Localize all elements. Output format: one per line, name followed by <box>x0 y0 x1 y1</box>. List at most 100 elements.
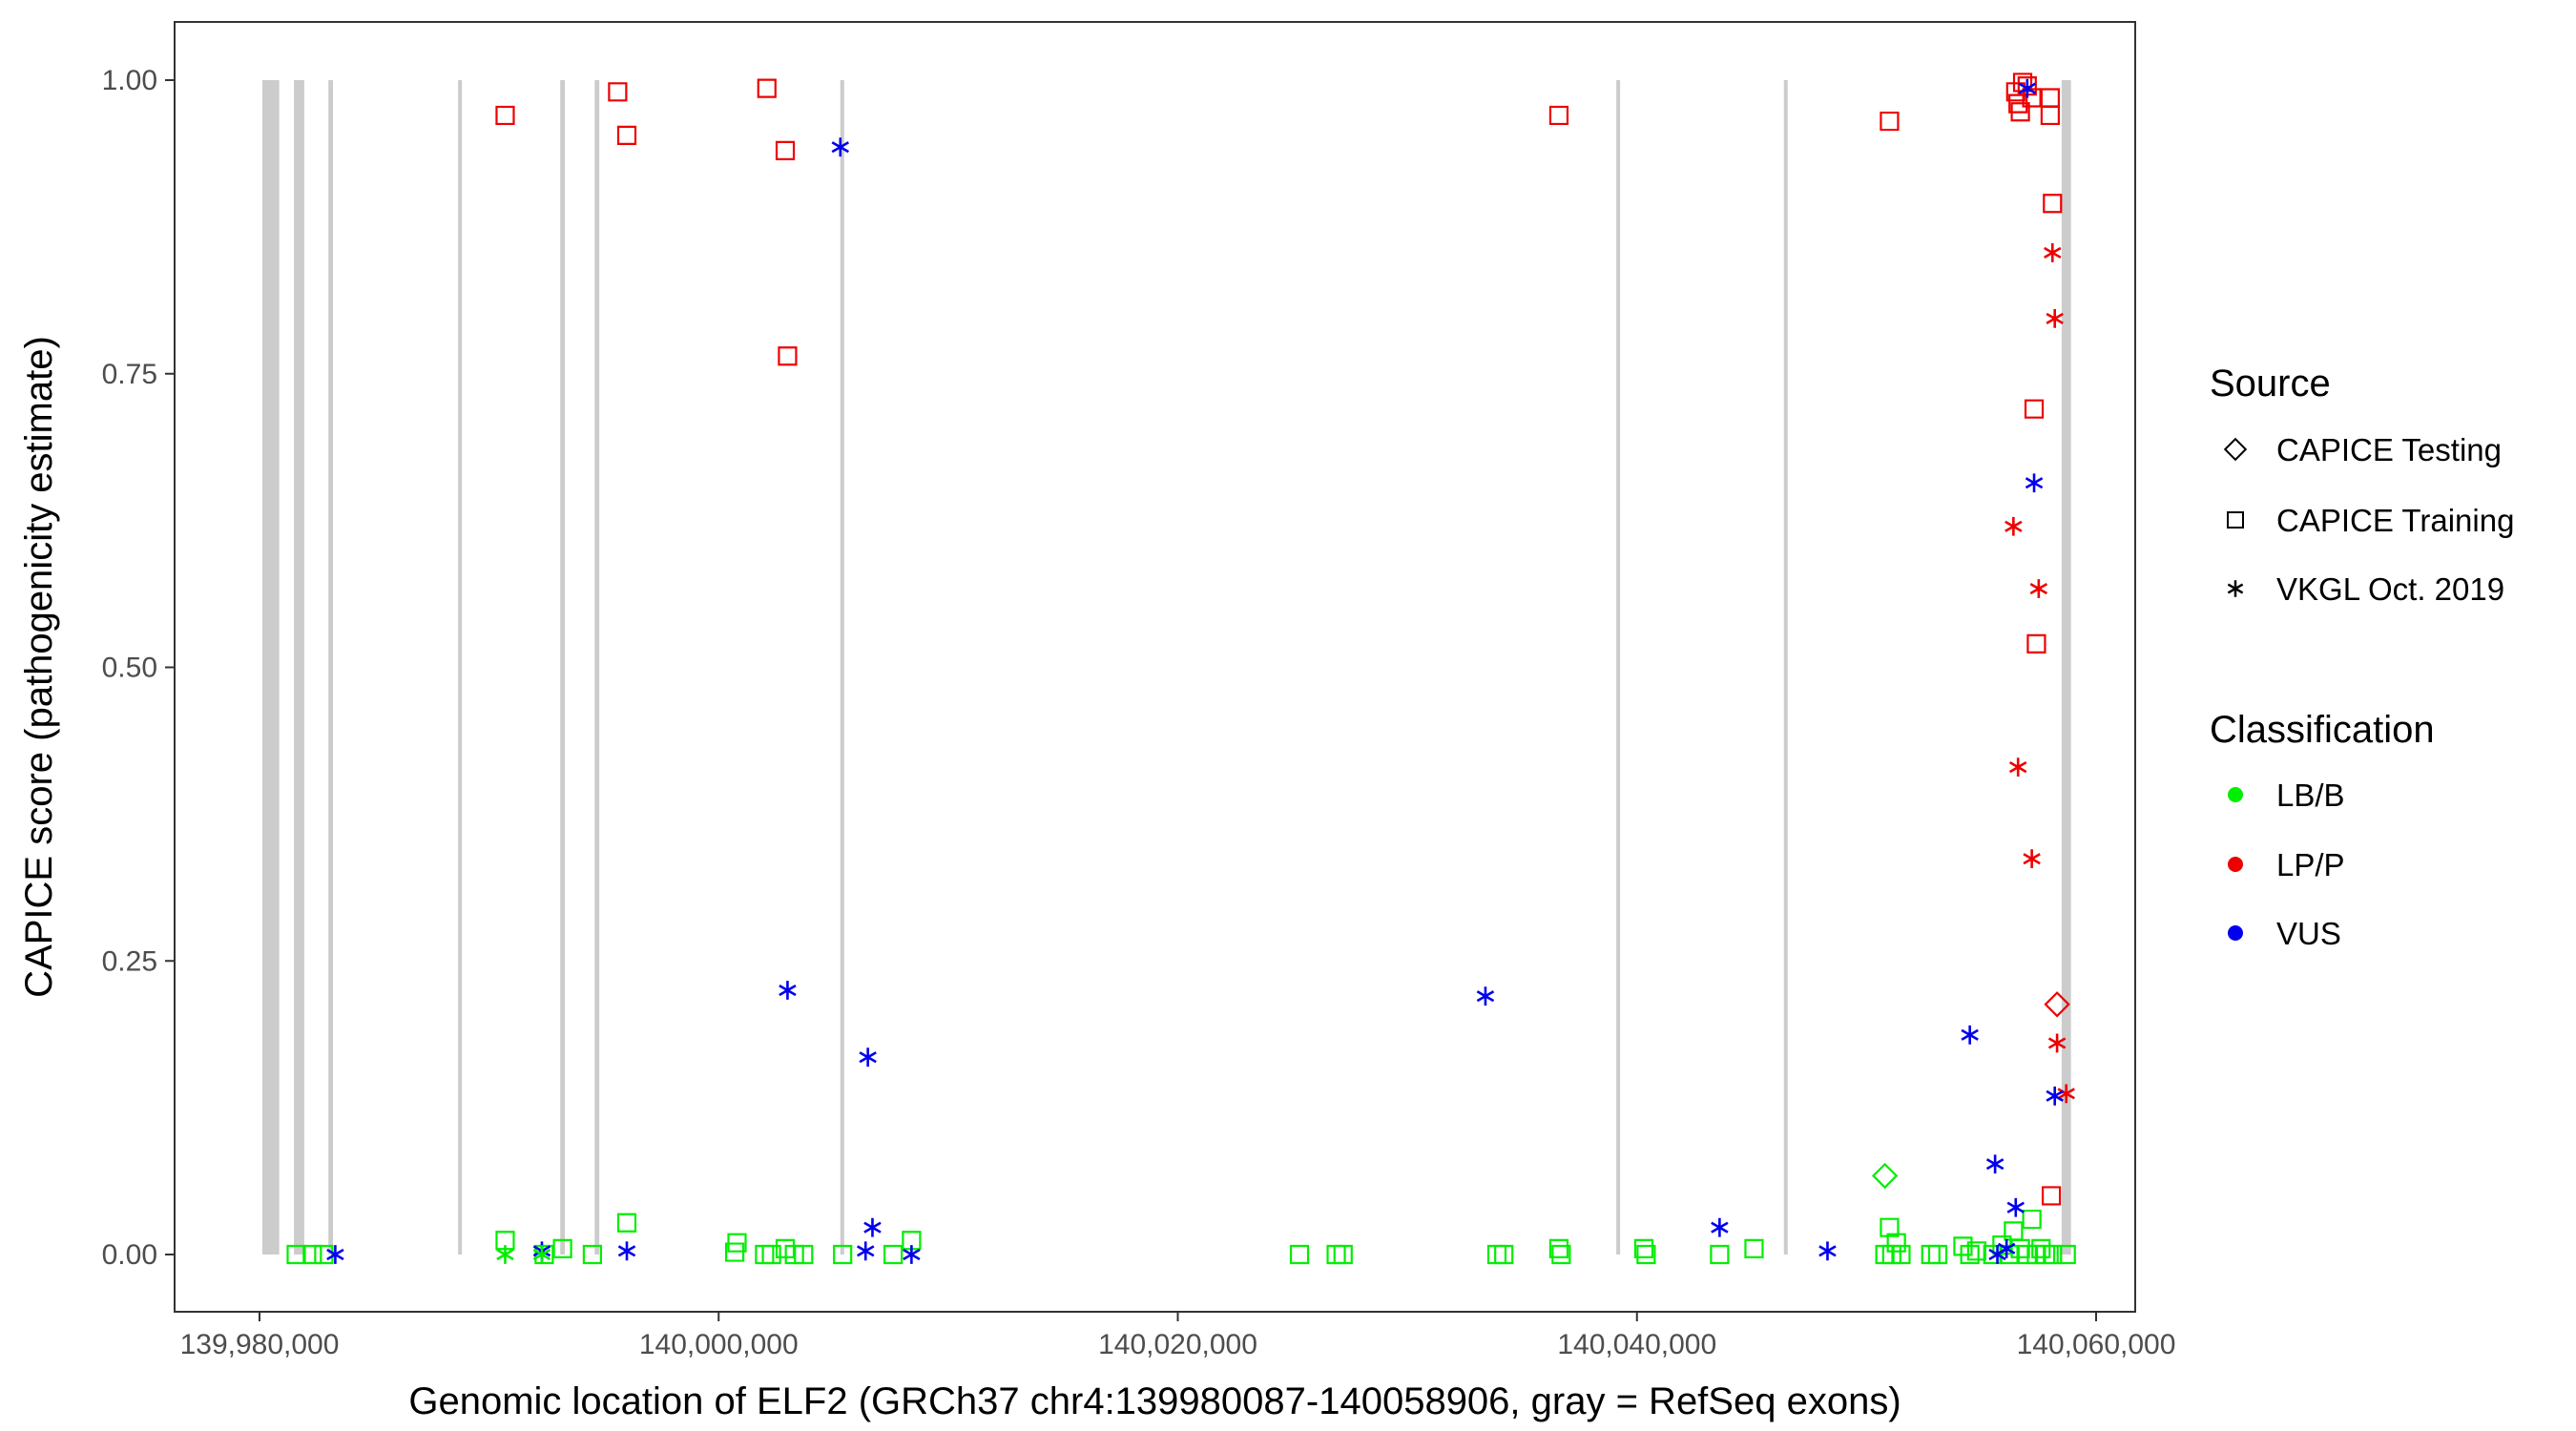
legend: Source CAPICE Testing CAPICE Training VK… <box>2210 363 2514 951</box>
exon-band <box>458 80 463 1255</box>
training-point <box>1289 1244 1310 1265</box>
y-axis-title: CAPICE score (pathogenicity estimate) <box>18 336 60 998</box>
vkgl-point <box>496 1245 514 1264</box>
legend-entry-capice-testing: CAPICE Testing <box>2223 432 2502 467</box>
vkgl-point <box>1476 986 1495 1006</box>
legend-label-lbb: LB/B <box>2276 778 2345 813</box>
exon-band <box>261 80 280 1255</box>
vkgl-point <box>779 981 797 1000</box>
training-point <box>1966 1241 1986 1261</box>
training-point <box>2024 399 2045 419</box>
training-point <box>761 1244 781 1265</box>
vkgl-point <box>903 1245 921 1264</box>
diamond-icon <box>2223 437 2248 462</box>
y-tick-label: 1.00 <box>102 65 157 96</box>
training-point <box>1486 1244 1507 1265</box>
training-point <box>2010 1238 2030 1258</box>
plot-panel-border <box>174 21 2136 1313</box>
training-point <box>608 82 628 102</box>
exon-band <box>294 80 304 1255</box>
exon-band <box>560 80 566 1255</box>
legend-entry-vkgl: VKGL Oct. 2019 <box>2227 571 2504 607</box>
y-tick-label: 0.50 <box>102 653 157 684</box>
legend-classification-title: Classification <box>2210 709 2435 751</box>
training-point <box>1636 1244 1656 1265</box>
vkgl-point <box>1711 1217 1729 1237</box>
vkgl-point <box>2046 1086 2064 1106</box>
vkgl-point <box>617 1241 636 1261</box>
legend-entry-lpp: LP/P <box>2228 847 2345 882</box>
training-point <box>794 1244 814 1265</box>
legend-label-lpp: LP/P <box>2276 847 2345 882</box>
training-point <box>1744 1238 1764 1258</box>
training-point <box>314 1244 334 1265</box>
vkgl-point <box>859 1047 877 1068</box>
exon-bands <box>261 80 2071 1255</box>
training-point <box>495 1231 515 1251</box>
legend-entry-lbb: LB/B <box>2228 778 2345 813</box>
training-point <box>1710 1244 1730 1265</box>
blue-dot-icon <box>2228 925 2243 941</box>
vkgl-point <box>863 1217 882 1237</box>
training-point <box>1548 105 1569 126</box>
vkgl-point <box>857 1241 875 1261</box>
training-point <box>2043 194 2063 214</box>
vkgl-point <box>2005 516 2023 536</box>
training-point <box>2031 1238 2051 1258</box>
training-point <box>2040 88 2060 108</box>
x-axis-title: Genomic location of ELF2 (GRCh37 chr4:13… <box>408 1380 1901 1422</box>
x-tick-label: 139,980,000 <box>180 1329 340 1360</box>
y-axis: 0.00 0.25 0.50 0.75 1.00 <box>102 65 175 1271</box>
training-point <box>495 105 515 126</box>
vkgl-point <box>2008 757 2027 778</box>
legend-entry-capice-training: CAPICE Training <box>2227 503 2514 538</box>
vkgl-point <box>1818 1241 1837 1261</box>
exon-band <box>1616 80 1621 1255</box>
vkgl-point <box>2023 849 2041 869</box>
training-point <box>727 1233 747 1253</box>
legend-entry-vus: VUS <box>2228 916 2341 951</box>
y-tick-label: 0.00 <box>102 1239 157 1271</box>
exon-band <box>2061 80 2071 1255</box>
training-point <box>1891 1244 1911 1265</box>
training-point <box>616 125 637 145</box>
training-point <box>1921 1244 1941 1265</box>
training-point <box>775 140 796 160</box>
legend-label-vus: VUS <box>2276 916 2341 951</box>
training-point <box>302 1244 322 1265</box>
training-point <box>1927 1244 1948 1265</box>
training-point <box>552 1238 572 1258</box>
legend-label-capice-testing: CAPICE Testing <box>2276 432 2502 467</box>
vkgl-point <box>2044 243 2062 262</box>
training-point <box>775 1238 796 1258</box>
training-point <box>2022 88 2042 108</box>
red-dot-icon <box>2228 857 2243 872</box>
vkgl-point <box>2018 78 2037 98</box>
training-point <box>1875 1244 1895 1265</box>
training-point <box>582 1244 603 1265</box>
vkgl-point <box>1985 1154 2005 1174</box>
testing-point <box>2044 991 2070 1018</box>
exon-band <box>594 80 600 1255</box>
training-point <box>1333 1244 1353 1265</box>
training-point <box>1494 1244 1514 1265</box>
vkgl-point <box>2025 473 2044 493</box>
y-tick-label: 0.25 <box>102 945 157 977</box>
legend-label-capice-training: CAPICE Training <box>2276 503 2514 538</box>
training-point <box>1960 1244 1980 1265</box>
training-point <box>2040 105 2060 126</box>
training-point <box>755 1244 775 1265</box>
vkgl-point <box>2006 1197 2025 1217</box>
exon-band <box>1783 80 1788 1255</box>
vkgl-point <box>532 1245 551 1264</box>
green-dot-icon <box>2228 787 2243 802</box>
vkgl-point <box>831 137 850 157</box>
x-tick-label: 140,020,000 <box>1098 1329 1257 1360</box>
exon-band <box>840 80 844 1255</box>
vkgl-point <box>2057 1084 2075 1104</box>
square-icon <box>2227 511 2244 529</box>
training-point <box>1633 1238 1654 1258</box>
training-point <box>1548 1238 1569 1258</box>
training-point <box>1953 1236 1973 1256</box>
